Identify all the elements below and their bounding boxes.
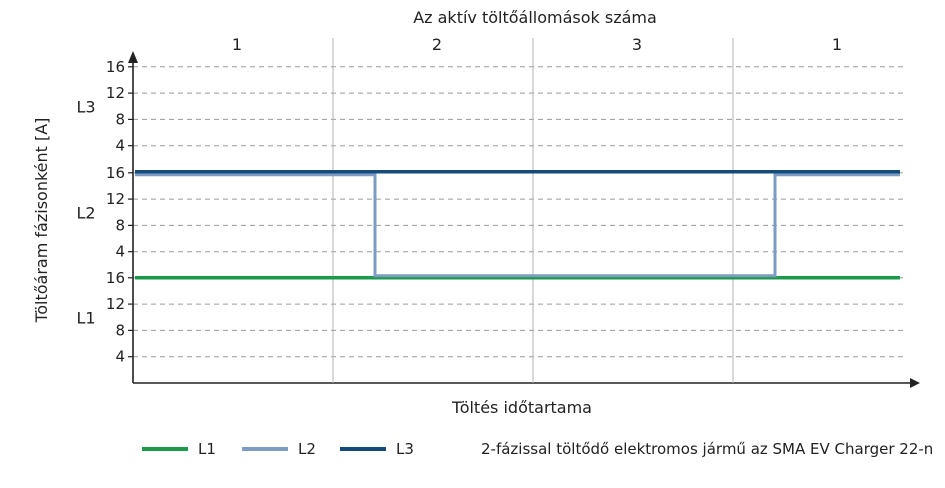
y-tick-label: 12	[106, 84, 125, 102]
y-tick-label: 16	[106, 269, 125, 287]
x-axis-label: Töltés időtartama	[451, 398, 592, 417]
x-axis-arrow	[910, 378, 920, 388]
y-tick-label: 16	[106, 58, 125, 76]
chart-title: Az aktív töltőállomások száma	[413, 8, 657, 27]
legend: L1 L2 L3 2-fázissal töltődő elektromos j…	[0, 440, 945, 464]
y-tick-label: 4	[115, 137, 125, 155]
y-tick-label: 8	[115, 216, 125, 234]
y-tick-label: 8	[115, 321, 125, 339]
legend-label-l3: L3	[396, 440, 414, 458]
y-tick-label: 4	[115, 348, 125, 366]
y-axis-arrow	[128, 51, 138, 63]
legend-item-l1: L1	[142, 440, 216, 458]
legend-swatch-l2	[242, 447, 288, 451]
active-station-segments: 1 2 3 1	[232, 35, 842, 383]
y-tick-label: 12	[106, 295, 125, 313]
legend-item-l2: L2	[242, 440, 316, 458]
legend-label-l1: L1	[198, 440, 216, 458]
legend-note: 2-fázissal töltődő elektromos jármű az S…	[481, 440, 934, 458]
active-station-count: 2	[432, 35, 442, 54]
active-station-count: 1	[232, 35, 242, 54]
active-station-count: 1	[832, 35, 842, 54]
series-line-l2	[135, 173, 900, 278]
y-tick-labels: 4 8 12 16 L1 4 8 12 16 L2 4 8 12 16 L3	[76, 58, 125, 366]
y-tick-label: 4	[115, 243, 125, 261]
phase-group-label: L3	[76, 97, 95, 116]
y-tick-label: 12	[106, 190, 125, 208]
legend-label-l2: L2	[298, 440, 316, 458]
active-station-count: 3	[632, 35, 642, 54]
axes	[128, 51, 920, 388]
y-tick-label: 16	[106, 164, 125, 182]
legend-item-l3: L3	[340, 440, 414, 458]
phase-group-label: L2	[76, 203, 95, 222]
grid	[133, 66, 905, 358]
phase-group-label: L1	[76, 308, 95, 327]
legend-swatch-l1	[142, 447, 188, 451]
y-tick-label: 8	[115, 110, 125, 128]
y-axis-label: Töltőáram fázisonként [A]	[32, 118, 51, 324]
series-lines	[135, 170, 900, 280]
legend-swatch-l3	[340, 447, 386, 451]
